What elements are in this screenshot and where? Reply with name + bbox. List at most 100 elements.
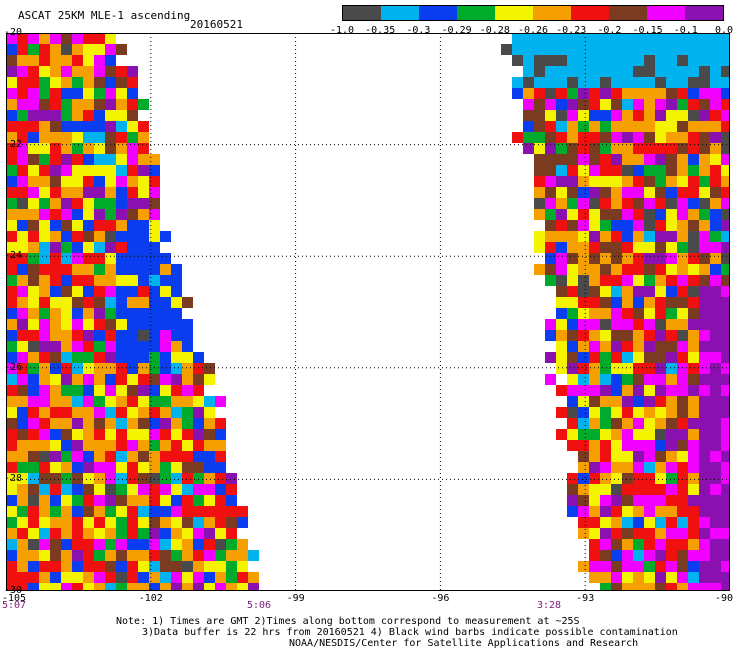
data-cell — [138, 572, 149, 583]
data-cell — [611, 264, 622, 275]
data-cell — [655, 528, 666, 539]
data-cell — [611, 297, 622, 308]
data-cell — [578, 110, 589, 121]
data-cell — [633, 440, 644, 451]
data-cell — [127, 319, 138, 330]
data-cell — [204, 495, 215, 506]
data-cell — [600, 66, 611, 77]
colorbar-swatch — [647, 6, 685, 20]
data-cell — [699, 286, 710, 297]
data-cell — [39, 539, 50, 550]
data-cell — [83, 451, 94, 462]
data-cell — [699, 77, 710, 88]
data-cell — [655, 418, 666, 429]
data-cell — [72, 451, 83, 462]
colorbar-label: -0.35 — [365, 25, 396, 36]
data-cell — [578, 418, 589, 429]
data-cell — [72, 429, 83, 440]
data-cell — [105, 176, 116, 187]
data-cell — [710, 363, 721, 374]
data-cell — [655, 550, 666, 561]
data-cell — [589, 517, 600, 528]
data-cell — [710, 517, 721, 528]
data-cell — [666, 462, 677, 473]
data-cell — [578, 44, 589, 55]
data-cell — [578, 253, 589, 264]
data-cell — [655, 264, 666, 275]
data-cell — [710, 143, 721, 154]
data-cell — [61, 440, 72, 451]
data-cell — [50, 275, 61, 286]
data-cell — [534, 88, 545, 99]
data-cell — [534, 165, 545, 176]
data-cell — [556, 165, 567, 176]
data-cell — [105, 220, 116, 231]
data-cell — [116, 198, 127, 209]
data-cell — [61, 451, 72, 462]
data-cell — [127, 308, 138, 319]
data-cell — [611, 275, 622, 286]
data-cell — [589, 330, 600, 341]
data-cell — [578, 286, 589, 297]
data-cell — [116, 583, 127, 591]
data-cell — [116, 385, 127, 396]
data-cell — [28, 561, 39, 572]
data-cell — [633, 275, 644, 286]
data-cell — [6, 495, 17, 506]
data-cell — [127, 352, 138, 363]
data-cell — [699, 517, 710, 528]
longitude-label: -99 — [286, 593, 305, 604]
data-cell — [61, 572, 72, 583]
data-cell — [611, 242, 622, 253]
data-cell — [600, 550, 611, 561]
data-cell — [589, 209, 600, 220]
data-cell — [83, 55, 94, 66]
data-cell — [688, 341, 699, 352]
data-cell — [611, 517, 622, 528]
data-cell — [534, 198, 545, 209]
data-cell — [545, 33, 556, 44]
data-cell — [39, 385, 50, 396]
data-cell — [160, 352, 171, 363]
data-cell — [17, 165, 28, 176]
data-cell — [710, 44, 721, 55]
data-cell — [721, 220, 730, 231]
data-cell — [149, 341, 160, 352]
data-cell — [622, 231, 633, 242]
data-cell — [94, 330, 105, 341]
data-cell — [655, 374, 666, 385]
data-cell — [28, 44, 39, 55]
data-cell — [633, 528, 644, 539]
longitude-label: -102 — [138, 593, 163, 604]
data-cell — [600, 495, 611, 506]
data-cell — [589, 429, 600, 440]
data-cell — [94, 352, 105, 363]
data-cell — [127, 330, 138, 341]
data-cell — [105, 341, 116, 352]
data-cell — [72, 286, 83, 297]
data-cell — [677, 484, 688, 495]
data-cell — [611, 143, 622, 154]
data-cell — [6, 99, 17, 110]
data-cell — [677, 132, 688, 143]
data-cell — [721, 396, 730, 407]
data-cell — [721, 407, 730, 418]
data-cell — [149, 418, 160, 429]
data-cell — [83, 506, 94, 517]
data-cell — [556, 242, 567, 253]
note-line-1: Note: 1) Times are GMT 2)Times along bot… — [116, 616, 580, 627]
data-cell — [61, 495, 72, 506]
data-cell — [72, 77, 83, 88]
data-cell — [633, 253, 644, 264]
data-cell — [61, 176, 72, 187]
data-cell — [116, 220, 127, 231]
data-cell — [699, 176, 710, 187]
data-cell — [710, 242, 721, 253]
data-cell — [50, 429, 61, 440]
data-cell — [644, 572, 655, 583]
data-cell — [105, 286, 116, 297]
data-cell — [567, 385, 578, 396]
data-cell — [138, 473, 149, 484]
data-cell — [116, 429, 127, 440]
data-cell — [61, 374, 72, 385]
